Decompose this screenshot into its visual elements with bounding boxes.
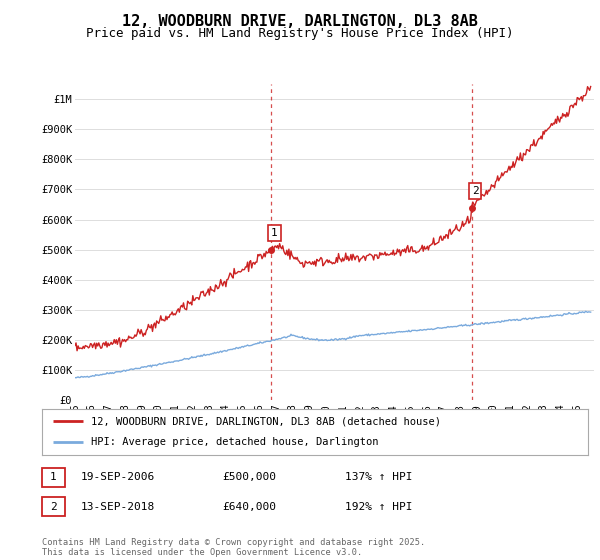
Text: Contains HM Land Registry data © Crown copyright and database right 2025.
This d: Contains HM Land Registry data © Crown c… [42, 538, 425, 557]
Text: £640,000: £640,000 [222, 502, 276, 512]
Text: 12, WOODBURN DRIVE, DARLINGTON, DL3 8AB (detached house): 12, WOODBURN DRIVE, DARLINGTON, DL3 8AB … [91, 416, 441, 426]
Text: 1: 1 [271, 228, 278, 238]
Text: 1: 1 [50, 472, 57, 482]
Text: 137% ↑ HPI: 137% ↑ HPI [345, 472, 413, 482]
Text: 13-SEP-2018: 13-SEP-2018 [81, 502, 155, 512]
Text: 192% ↑ HPI: 192% ↑ HPI [345, 502, 413, 512]
Text: 12, WOODBURN DRIVE, DARLINGTON, DL3 8AB: 12, WOODBURN DRIVE, DARLINGTON, DL3 8AB [122, 14, 478, 29]
Text: Price paid vs. HM Land Registry's House Price Index (HPI): Price paid vs. HM Land Registry's House … [86, 27, 514, 40]
Text: 19-SEP-2006: 19-SEP-2006 [81, 472, 155, 482]
Text: 2: 2 [472, 186, 479, 196]
Text: 2: 2 [50, 502, 57, 512]
Text: HPI: Average price, detached house, Darlington: HPI: Average price, detached house, Darl… [91, 437, 379, 447]
Text: £500,000: £500,000 [222, 472, 276, 482]
